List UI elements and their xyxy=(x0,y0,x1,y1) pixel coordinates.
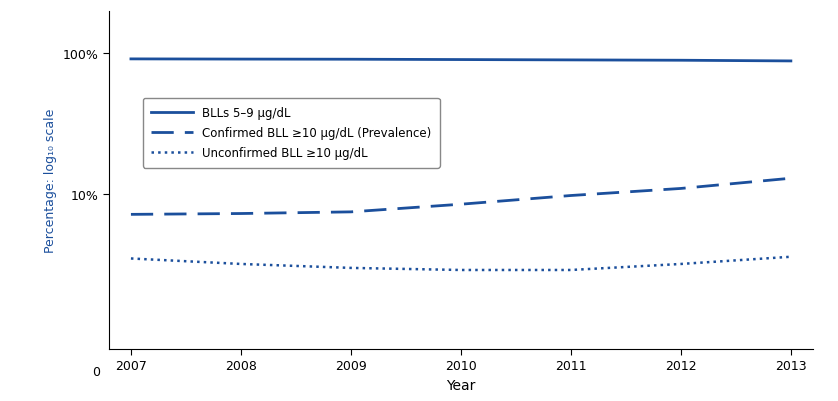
Unconfirmed BLL ≥10 μg/dL xyxy=(126,256,136,261)
Unconfirmed BLL ≥10 μg/dL xyxy=(346,266,356,271)
Text: 0: 0 xyxy=(93,365,101,379)
BLLs 5–9 μg/dL xyxy=(126,57,136,62)
Confirmed BLL ≥10 μg/dL (Prevalence) xyxy=(346,210,356,215)
BLLs 5–9 μg/dL xyxy=(566,58,576,63)
Unconfirmed BLL ≥10 μg/dL xyxy=(236,262,246,267)
Confirmed BLL ≥10 μg/dL (Prevalence) xyxy=(236,212,246,217)
BLLs 5–9 μg/dL xyxy=(236,57,246,62)
Unconfirmed BLL ≥10 μg/dL xyxy=(786,255,796,259)
Line: BLLs 5–9 μg/dL: BLLs 5–9 μg/dL xyxy=(131,60,791,62)
X-axis label: Year: Year xyxy=(446,378,476,392)
Y-axis label: Percentage: log₁₀ scale: Percentage: log₁₀ scale xyxy=(44,108,57,253)
BLLs 5–9 μg/dL xyxy=(456,58,466,63)
Unconfirmed BLL ≥10 μg/dL xyxy=(456,268,466,273)
BLLs 5–9 μg/dL xyxy=(786,59,796,64)
Legend: BLLs 5–9 μg/dL, Confirmed BLL ≥10 μg/dL (Prevalence), Unconfirmed BLL ≥10 μg/dL: BLLs 5–9 μg/dL, Confirmed BLL ≥10 μg/dL … xyxy=(143,99,440,168)
Line: Confirmed BLL ≥10 μg/dL (Prevalence): Confirmed BLL ≥10 μg/dL (Prevalence) xyxy=(131,179,791,215)
Line: Unconfirmed BLL ≥10 μg/dL: Unconfirmed BLL ≥10 μg/dL xyxy=(131,257,791,270)
Confirmed BLL ≥10 μg/dL (Prevalence) xyxy=(786,176,796,181)
BLLs 5–9 μg/dL xyxy=(676,59,686,63)
Confirmed BLL ≥10 μg/dL (Prevalence) xyxy=(126,213,136,217)
BLLs 5–9 μg/dL xyxy=(346,58,356,63)
Confirmed BLL ≥10 μg/dL (Prevalence) xyxy=(566,194,576,198)
Unconfirmed BLL ≥10 μg/dL xyxy=(676,262,686,267)
Confirmed BLL ≥10 μg/dL (Prevalence) xyxy=(456,202,466,207)
Unconfirmed BLL ≥10 μg/dL xyxy=(566,268,576,273)
Confirmed BLL ≥10 μg/dL (Prevalence) xyxy=(676,186,686,191)
